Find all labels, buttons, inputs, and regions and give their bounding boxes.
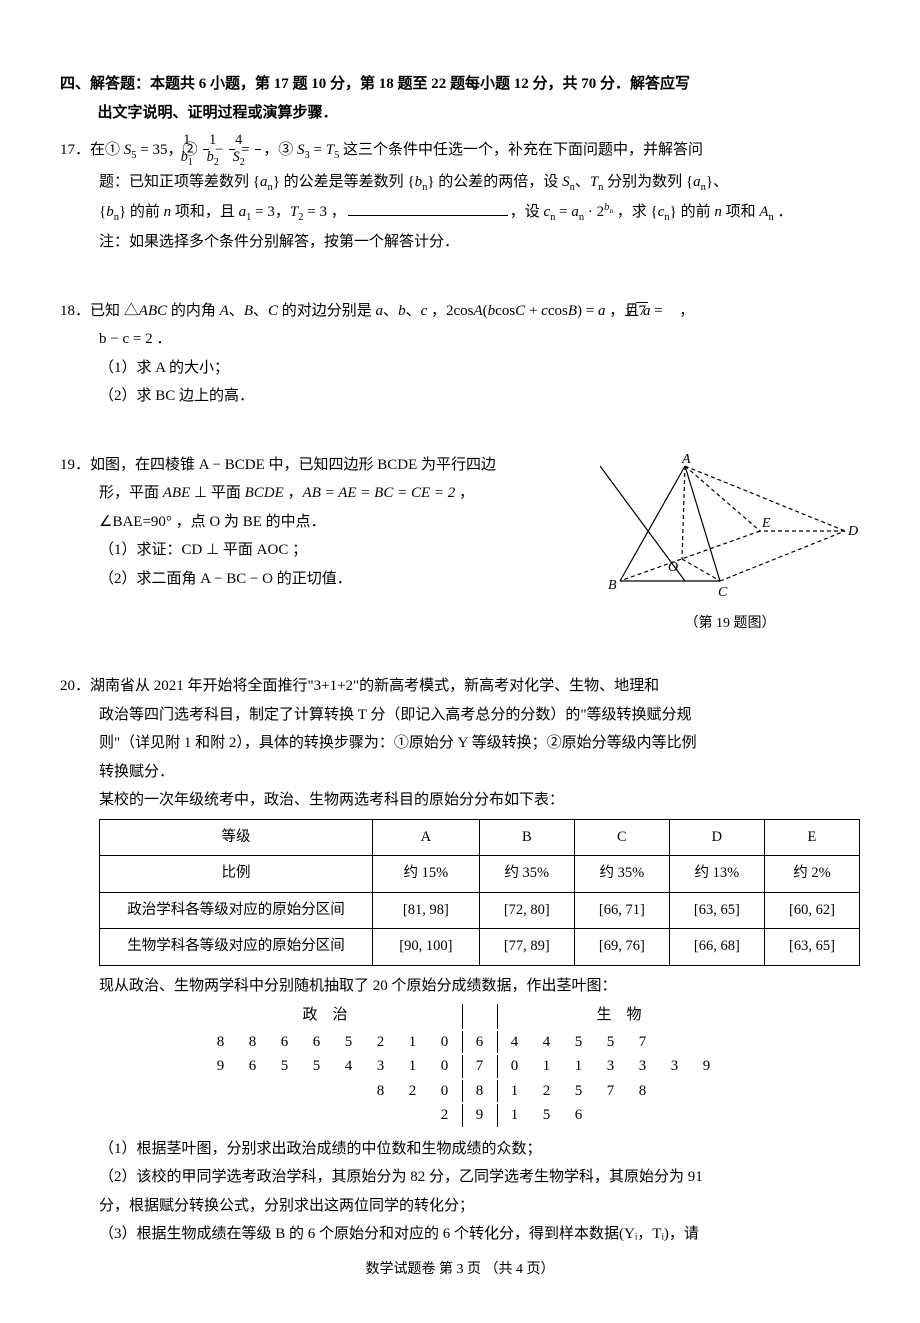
stemleaf-left-title: 政治 [206, 1004, 460, 1029]
section-header-line2: 出文字说明、证明过程或演算步骤． [60, 99, 860, 128]
q17-number: 17． [60, 142, 90, 158]
table-row: 政治学科各等级对应的原始分区间 [81, 98] [72, 80] [66, 7… [100, 892, 860, 929]
svg-text:E: E [761, 516, 771, 531]
q19-number: 19． [60, 457, 90, 473]
stemleaf-row: 88665210644557 [206, 1031, 754, 1054]
svg-text:A: A [681, 452, 691, 467]
stem-leaf-plot: 政治 生物 8866521064455796554310701133398208… [204, 1002, 756, 1129]
section-header-line1: 四、解答题：本题共 6 小题，第 17 题 10 分，第 18 题至 22 题每… [60, 76, 690, 92]
stem-cell: 8 [462, 1080, 498, 1103]
q19-caption: （第 19 题图） [600, 611, 860, 638]
q18-part1: （1）求 A 的大小； [60, 354, 860, 383]
page-footer: 数学试题卷 第 3 页 （共 4 页） [60, 1257, 860, 1284]
stemleaf-row: 9655431070113339 [206, 1055, 754, 1078]
question-20: 20．湖南省从 2021 年开始将全面推行"3+1+2"的新高考模式，新高考对化… [60, 672, 860, 1249]
q20-part1: （1）根据茎叶图，分别求出政治成绩的中位数和生物成绩的众数； [60, 1135, 860, 1164]
svg-text:B: B [608, 578, 617, 593]
section-header: 四、解答题：本题共 6 小题，第 17 题 10 分，第 18 题至 22 题每… [60, 70, 860, 127]
q20-part2b: 分，根据赋分转换公式，分别求出这两位同学的转化分； [60, 1192, 860, 1221]
stem-cell: 6 [462, 1031, 498, 1054]
svg-text:C: C [718, 585, 728, 600]
stem-cell: 9 [462, 1104, 498, 1127]
q19-part1: （1）求证：CD ⊥ 平面 AOC ； [60, 536, 590, 565]
question-17: 17．在① S5 = 35，② 1b1 − 1b2 = 4S2，③ S3 = T… [60, 133, 860, 257]
fill-in-blank [348, 202, 508, 217]
q18-number: 18． [60, 303, 90, 319]
q20-stemleaf-intro: 现从政治、生物两学科中分别随机抽取了 20 个原始分成绩数据，作出茎叶图： [60, 972, 860, 1001]
q20-part3: （3）根据生物成绩在等级 B 的 6 个原始分和对应的 6 个转化分，得到样本数… [60, 1220, 860, 1249]
question-18: 18．已知 △ABC 的内角 A、B、C 的对边分别是 a、b、c ，2cosA… [60, 297, 860, 411]
q19-part2: （2）求二面角 A − BC − O 的正切值． [60, 565, 590, 594]
stem-cell: 7 [462, 1055, 498, 1078]
table-row: 比例 约 15% 约 35% 约 35% 约 13% 约 2% [100, 856, 860, 893]
q20-number: 20． [60, 678, 90, 694]
q19-figure: A B C D E O （第 19 题图） [600, 451, 860, 638]
grade-table: 等级 A B C D E 比例 约 15% 约 35% 约 35% 约 13% … [99, 819, 860, 966]
q20-part2a: （2）该校的甲同学选考政治学科，其原始分为 82 分，乙同学选考生物学科，其原始… [60, 1163, 860, 1192]
stemleaf-row: 820812578 [206, 1080, 754, 1103]
q17-note: 注：如果选择多个条件分别解答，按第一个解答计分． [99, 228, 860, 257]
question-19: 19．如图，在四棱锥 A − BCDE 中，已知四边形 BCDE 为平行四边 形… [60, 451, 860, 638]
svg-text:O: O [668, 560, 678, 575]
pyramid-diagram: A B C D E O [600, 451, 860, 601]
q18-part2: （2）求 BC 边上的高． [60, 382, 860, 411]
table-header-row: 等级 A B C D E [100, 819, 860, 856]
stemleaf-row: 29156 [206, 1104, 754, 1127]
svg-text:D: D [847, 524, 858, 539]
stemleaf-right-title: 生物 [500, 1004, 754, 1029]
table-row: 生物学科各等级对应的原始分区间 [90, 100] [77, 89] [69, … [100, 929, 860, 966]
